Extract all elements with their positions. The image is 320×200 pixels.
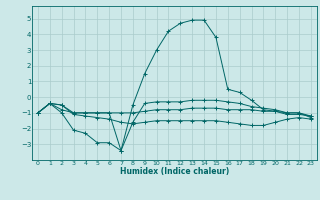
X-axis label: Humidex (Indice chaleur): Humidex (Indice chaleur) — [120, 167, 229, 176]
